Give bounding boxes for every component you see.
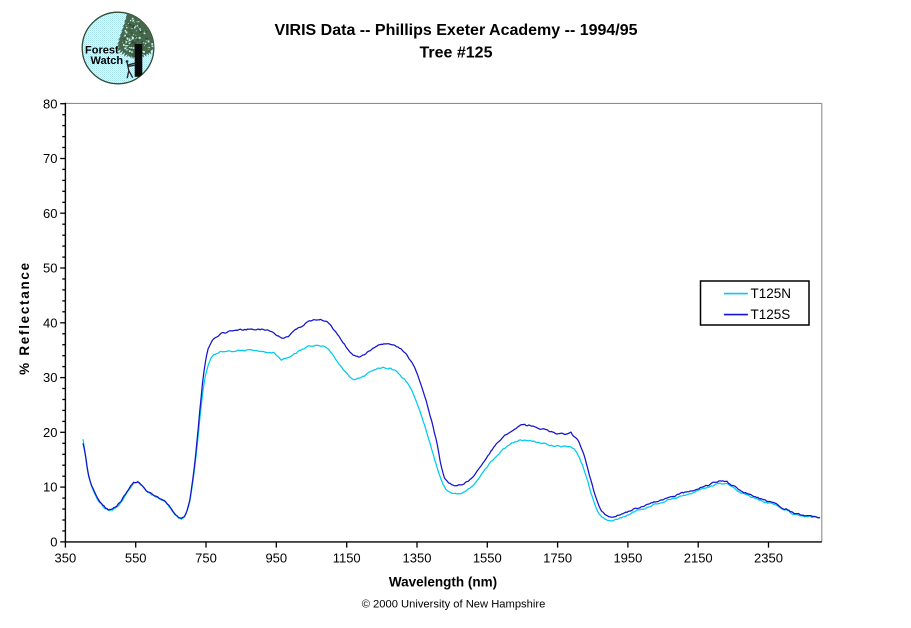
svg-text:© 2000 University of New Hamps: © 2000 University of New Hampshire — [362, 599, 546, 611]
svg-text:1550: 1550 — [473, 551, 502, 566]
svg-text:550: 550 — [125, 551, 147, 566]
svg-text:950: 950 — [265, 551, 287, 566]
svg-text:T125N: T125N — [751, 286, 792, 301]
svg-text:60: 60 — [43, 206, 57, 221]
svg-text:Wavelength (nm): Wavelength (nm) — [389, 574, 497, 589]
svg-text:1950: 1950 — [613, 551, 642, 566]
svg-text:Forest: Forest — [85, 45, 119, 57]
svg-text:750: 750 — [195, 551, 217, 566]
svg-text:50: 50 — [43, 261, 57, 276]
svg-text:30: 30 — [43, 370, 57, 385]
svg-text:T125S: T125S — [751, 307, 791, 322]
svg-text:0: 0 — [50, 535, 57, 550]
svg-text:350: 350 — [55, 551, 77, 566]
svg-text:20: 20 — [43, 425, 57, 440]
svg-text:70: 70 — [43, 151, 57, 166]
svg-text:1350: 1350 — [403, 551, 432, 566]
svg-text:2150: 2150 — [684, 551, 713, 566]
svg-text:40: 40 — [43, 315, 57, 330]
svg-text:1150: 1150 — [333, 551, 361, 566]
svg-text:10: 10 — [43, 480, 57, 495]
svg-text:2350: 2350 — [754, 551, 783, 566]
svg-text:Tree #125: Tree #125 — [420, 45, 493, 62]
svg-text:VIRIS Data -- Phillips Exeter: VIRIS Data -- Phillips Exeter Academy --… — [274, 22, 637, 39]
svg-text:80: 80 — [43, 96, 57, 111]
svg-text:1750: 1750 — [543, 551, 572, 566]
svg-text:Watch: Watch — [91, 55, 124, 67]
svg-text:% Reflectance: % Reflectance — [17, 261, 32, 375]
